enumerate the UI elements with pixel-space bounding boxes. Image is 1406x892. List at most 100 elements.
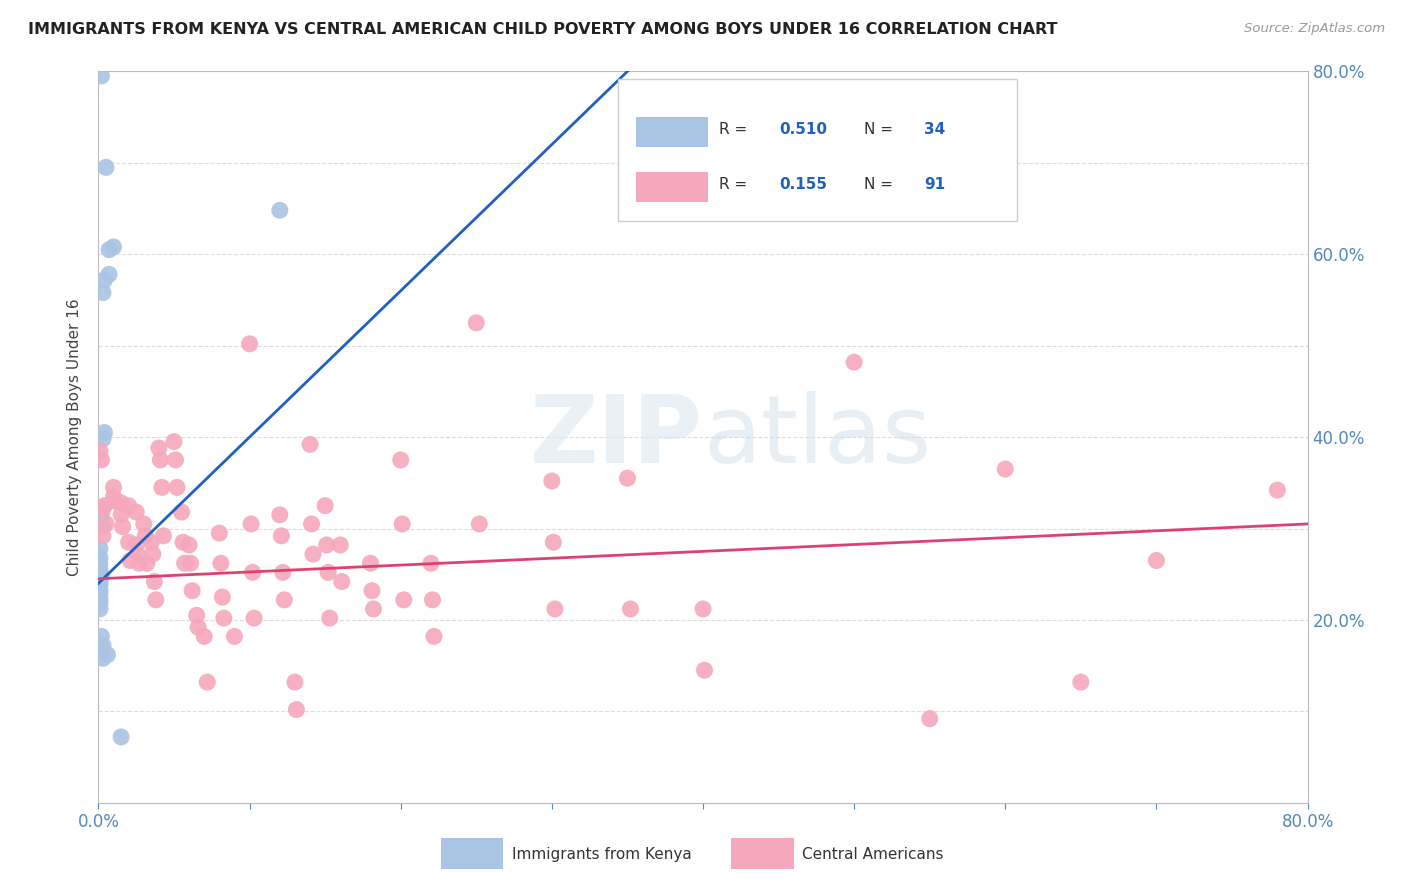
Point <box>543 535 565 549</box>
Point <box>316 566 339 580</box>
Point <box>1144 553 1167 567</box>
Point <box>152 529 174 543</box>
Point <box>544 602 567 616</box>
Point <box>89 587 111 601</box>
FancyBboxPatch shape <box>619 78 1018 221</box>
Point <box>134 529 156 543</box>
FancyBboxPatch shape <box>637 117 707 147</box>
Point <box>173 556 195 570</box>
Point <box>89 566 111 580</box>
Text: ZIP: ZIP <box>530 391 703 483</box>
Point <box>91 651 114 665</box>
Point <box>118 499 141 513</box>
Point <box>302 547 325 561</box>
Point <box>212 611 235 625</box>
Point <box>103 240 125 254</box>
Point <box>125 505 148 519</box>
Point <box>142 547 165 561</box>
Point <box>94 516 117 531</box>
Point <box>692 602 714 616</box>
Point <box>315 538 337 552</box>
Point <box>239 336 262 351</box>
Point <box>468 516 491 531</box>
Point <box>271 566 294 580</box>
Point <box>363 602 385 616</box>
Y-axis label: Child Poverty Among Boys Under 16: Child Poverty Among Boys Under 16 <box>67 298 83 576</box>
Point <box>242 566 264 580</box>
Point <box>103 480 125 494</box>
Point <box>149 453 172 467</box>
Point <box>111 519 134 533</box>
Point <box>166 480 188 494</box>
Point <box>104 494 127 508</box>
Point <box>91 639 114 653</box>
Point <box>89 563 111 577</box>
Point <box>172 535 194 549</box>
Point <box>125 538 148 552</box>
Text: R =: R = <box>718 178 747 193</box>
Point <box>273 592 295 607</box>
Point <box>91 519 114 533</box>
Point <box>918 712 941 726</box>
Point <box>187 620 209 634</box>
Point <box>89 443 111 458</box>
Point <box>120 553 142 567</box>
Point <box>270 529 292 543</box>
Point <box>269 508 291 522</box>
Point <box>330 574 353 589</box>
Point <box>389 453 412 467</box>
Point <box>360 556 382 570</box>
Point <box>420 556 443 570</box>
Point <box>89 567 111 582</box>
Point <box>98 243 121 257</box>
Point <box>423 629 446 643</box>
Point <box>392 592 415 607</box>
Text: 34: 34 <box>924 122 945 137</box>
Point <box>844 355 866 369</box>
FancyBboxPatch shape <box>440 838 503 869</box>
Point <box>143 574 166 589</box>
Point <box>90 453 112 467</box>
FancyBboxPatch shape <box>731 838 794 869</box>
Point <box>314 499 336 513</box>
Point <box>91 432 114 446</box>
Point <box>110 508 132 522</box>
Point <box>693 663 716 677</box>
Point <box>89 556 111 570</box>
Text: 0.510: 0.510 <box>779 122 827 137</box>
Point <box>145 592 167 607</box>
Text: Source: ZipAtlas.com: Source: ZipAtlas.com <box>1244 22 1385 36</box>
Text: 0.155: 0.155 <box>779 178 827 193</box>
Point <box>128 556 150 570</box>
Point <box>127 547 149 561</box>
Point <box>91 501 114 516</box>
Point <box>148 441 170 455</box>
Point <box>94 161 117 175</box>
Point <box>165 453 187 467</box>
Point <box>269 203 291 218</box>
Text: IMMIGRANTS FROM KENYA VS CENTRAL AMERICAN CHILD POVERTY AMONG BOYS UNDER 16 CORR: IMMIGRANTS FROM KENYA VS CENTRAL AMERICA… <box>28 22 1057 37</box>
Point <box>422 592 444 607</box>
Point <box>361 583 384 598</box>
Text: atlas: atlas <box>703 391 931 483</box>
Point <box>465 316 488 330</box>
Point <box>98 268 121 282</box>
Point <box>299 437 322 451</box>
Point <box>90 569 112 583</box>
Point <box>616 471 638 485</box>
Point <box>110 730 132 744</box>
Text: R =: R = <box>718 122 747 137</box>
Point <box>89 602 111 616</box>
Point <box>135 556 157 570</box>
Point <box>1070 675 1092 690</box>
Point <box>91 529 114 543</box>
Point <box>391 516 413 531</box>
Point <box>170 505 193 519</box>
Point <box>89 574 111 589</box>
Point <box>619 602 641 616</box>
Point <box>132 516 155 531</box>
Point <box>90 503 112 517</box>
Point <box>96 648 118 662</box>
Point <box>284 675 307 690</box>
Point <box>110 496 132 510</box>
